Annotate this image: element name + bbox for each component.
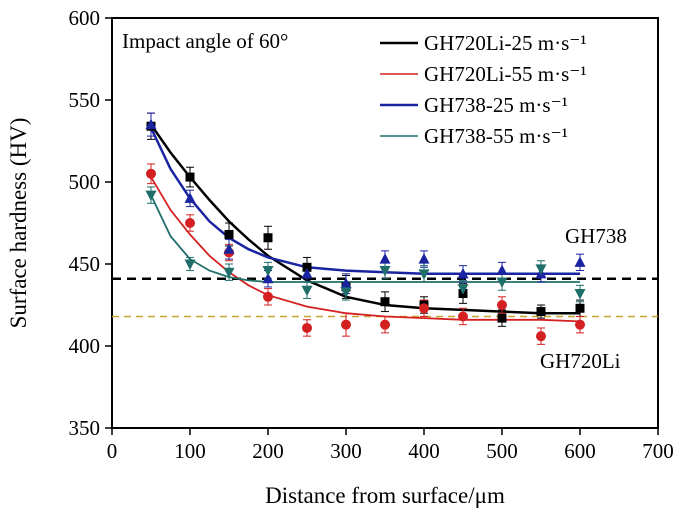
- data-point-series-3: [457, 284, 469, 295]
- data-point-series-0: [263, 233, 273, 243]
- legend-label-gh738-55: GH738-55 m·s⁻¹: [424, 124, 568, 148]
- data-point-series-3: [379, 266, 391, 277]
- data-point-series-2: [262, 272, 274, 284]
- y-tick-label: 450: [69, 252, 101, 276]
- data-point-series-2: [184, 192, 196, 203]
- x-tick-label: 300: [330, 439, 362, 463]
- data-point-series-3: [574, 289, 586, 300]
- data-point-series-0: [302, 262, 312, 272]
- legend-label-gh738-25: GH738-25 m·s⁻¹: [424, 93, 568, 117]
- data-point-series-1: [497, 300, 507, 310]
- legend: GH720Li-25 m·s⁻¹ GH720Li-55 m·s⁻¹ GH738-…: [380, 31, 587, 148]
- x-axis-ticks: 0 100 200 300 400 500 600 700: [107, 428, 674, 463]
- data-point-series-2: [145, 118, 157, 130]
- data-point-series-1: [419, 303, 429, 314]
- data-point-series-0: [497, 313, 507, 323]
- x-tick-label: 400: [408, 439, 440, 463]
- data-point-series-2: [340, 277, 352, 289]
- data-point-series-1: [380, 319, 390, 330]
- fit-curve-series-0: [149, 123, 580, 315]
- legend-label-gh720li-25: GH720Li-25 m·s⁻¹: [424, 31, 587, 55]
- y-tick-label: 400: [69, 334, 101, 358]
- y-tick-label: 500: [69, 170, 101, 194]
- data-point-series-2: [379, 253, 391, 264]
- data-point-series-3: [535, 264, 547, 275]
- data-point-series-2: [457, 267, 469, 279]
- data-point-series-3: [301, 285, 313, 297]
- y-tick-label: 600: [69, 6, 101, 30]
- data-point-series-2: [223, 243, 235, 254]
- impact-angle-annotation: Impact angle of 60°: [122, 29, 288, 53]
- plot-border: [111, 17, 659, 429]
- x-tick-label: 100: [174, 439, 206, 463]
- ref-label-gh720li: GH720Li: [540, 349, 621, 373]
- data-point-series-1: [302, 322, 312, 333]
- y-tick-label: 550: [69, 88, 101, 112]
- x-axis-label: Distance from surface/μm: [265, 483, 505, 508]
- data-point-series-0: [575, 303, 585, 313]
- data-point-series-1: [575, 319, 585, 330]
- y-axis-label: Surface hardness (HV): [6, 118, 31, 329]
- fit-curve-series-2: [149, 127, 580, 276]
- data-point-series-3: [418, 269, 430, 280]
- data-point-series-3: [340, 287, 352, 298]
- x-tick-label: 0: [107, 439, 118, 463]
- data-point-series-3: [184, 259, 196, 270]
- data-point-series-0: [380, 297, 390, 307]
- data-point-series-0: [536, 307, 546, 317]
- y-axis-ticks: 350 400 450 500 550 600: [69, 6, 112, 440]
- data-point-series-1: [263, 291, 273, 302]
- data-point-series-2: [418, 253, 430, 264]
- y-tick-label: 350: [69, 416, 101, 440]
- data-point-series-2: [574, 256, 586, 267]
- plot-area: [111, 17, 659, 429]
- x-tick-label: 700: [642, 439, 674, 463]
- data-points: [145, 118, 586, 342]
- x-tick-label: 200: [252, 439, 284, 463]
- data-point-series-0: [224, 229, 234, 239]
- fit-curve-series-1: [150, 176, 581, 323]
- data-point-series-0: [185, 172, 195, 182]
- data-point-series-1: [341, 319, 351, 330]
- data-point-series-1: [185, 218, 195, 228]
- data-point-series-3: [145, 190, 157, 202]
- legend-label-gh720li-55: GH720Li-55 m·s⁻¹: [424, 62, 587, 86]
- data-point-series-1: [458, 311, 468, 322]
- data-point-series-3: [262, 266, 274, 277]
- data-point-series-2: [301, 267, 313, 279]
- x-tick-label: 500: [486, 439, 518, 463]
- data-point-series-2: [496, 264, 508, 276]
- fit-curves: [149, 123, 581, 323]
- data-point-series-1: [146, 168, 156, 179]
- data-point-series-1: [536, 331, 546, 342]
- data-point-series-3: [496, 277, 508, 289]
- data-point-series-3: [223, 267, 235, 279]
- x-tick-label: 600: [564, 439, 596, 463]
- ref-label-gh738: GH738: [565, 224, 627, 248]
